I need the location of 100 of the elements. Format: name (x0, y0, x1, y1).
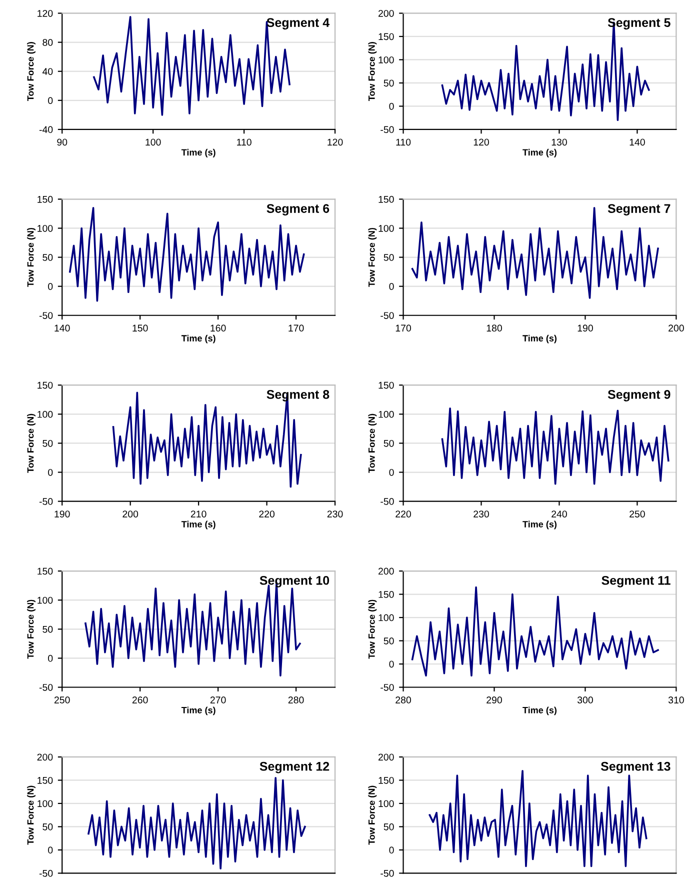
y-tick-label: 50 (384, 440, 394, 447)
x-tick-label: 190 (54, 510, 70, 518)
y-tick-label: 80 (42, 39, 53, 46)
y-axis-title: Tow Force (N) (27, 600, 36, 659)
y-axis-title: Tow Force (N) (368, 42, 377, 101)
y-tick-label: 200 (37, 754, 53, 761)
x-tick-label: 90 (57, 138, 68, 146)
y-tick-label: -50 (39, 870, 53, 877)
x-tick-label: 170 (396, 324, 411, 332)
y-tick-label: 50 (384, 80, 394, 87)
x-tick-label: 120 (328, 138, 343, 146)
x-tick-label: 200 (668, 324, 684, 332)
line-series (411, 586, 659, 677)
y-tick-label: 50 (42, 823, 53, 830)
y-tick-label: 100 (378, 56, 394, 64)
y-tick-label: 0 (48, 846, 53, 854)
y-tick-label: 50 (42, 254, 53, 261)
line-series (88, 776, 306, 870)
x-axis-title: Time (s) (522, 334, 557, 344)
chart-title: Segment 10 (260, 576, 330, 588)
x-tick-label: 140 (630, 138, 645, 146)
x-tick-label: 130 (552, 138, 567, 146)
y-tick-label: 150 (378, 33, 394, 40)
y-tick-label: 200 (378, 10, 394, 17)
x-tick-label: 110 (237, 138, 252, 146)
y-tick-label: 150 (378, 382, 394, 389)
x-tick-label: 140 (54, 324, 70, 332)
x-axis-title: Time (s) (181, 148, 216, 158)
x-tick-label: 260 (132, 696, 148, 704)
y-tick-label: -50 (39, 684, 53, 691)
x-tick-label: 280 (396, 696, 411, 704)
x-tick-label: 120 (474, 138, 489, 146)
x-tick-label: 160 (210, 324, 226, 332)
y-tick-label: -50 (380, 312, 394, 319)
y-tick-label: 200 (378, 568, 394, 575)
x-tick-label: 100 (146, 138, 161, 146)
y-tick-label: -50 (380, 126, 394, 134)
chart-title: Segment 7 (608, 204, 670, 216)
x-tick-label: 200 (122, 510, 138, 518)
chart-title: Segment 13 (600, 762, 670, 774)
y-tick-label: -50 (380, 498, 394, 505)
x-tick-label: 250 (54, 696, 70, 704)
y-tick-label: 150 (378, 196, 394, 203)
x-tick-label: 220 (396, 510, 411, 518)
x-tick-label: 220 (259, 510, 275, 518)
y-tick-label: 0 (48, 468, 53, 476)
chart-title: Segment 6 (266, 204, 330, 216)
y-tick-label: 150 (378, 776, 394, 784)
y-tick-label: 0 (389, 283, 394, 290)
y-tick-label: 50 (384, 254, 394, 261)
x-axis-title: Time (s) (522, 520, 557, 530)
y-tick-label: 40 (42, 68, 53, 75)
y-tick-label: 100 (38, 800, 53, 808)
y-axis-title: Tow Force (N) (368, 786, 377, 845)
x-tick-label: 230 (474, 510, 489, 518)
y-axis-title: Tow Force (N) (27, 786, 36, 845)
x-axis-title: Time (s) (181, 520, 216, 530)
x-tick-label: 230 (327, 510, 343, 518)
line-series (441, 407, 670, 485)
y-axis-title: Tow Force (N) (27, 414, 36, 473)
y-tick-label: 50 (42, 440, 53, 447)
y-axis-title: Tow Force (N) (368, 600, 377, 659)
y-tick-label: 0 (389, 660, 394, 668)
y-tick-label: 0 (48, 654, 53, 662)
x-tick-label: 170 (288, 324, 304, 332)
x-tick-label: 310 (668, 696, 684, 704)
chart-title: Segment 11 (602, 576, 670, 588)
y-tick-label: -50 (380, 684, 394, 691)
x-tick-label: 180 (486, 324, 502, 332)
y-tick-label: 150 (38, 776, 53, 784)
x-tick-label: 290 (486, 696, 502, 704)
y-tick-label: 120 (38, 10, 53, 17)
y-axis-title: Tow Force (N) (368, 414, 377, 473)
y-tick-label: 0 (48, 283, 53, 290)
chart-title: Segment 9 (608, 390, 670, 402)
x-axis-title: Time (s) (522, 706, 557, 716)
x-tick-label: 190 (578, 324, 593, 332)
y-tick-label: 0 (48, 97, 53, 104)
x-tick-label: 240 (552, 510, 567, 518)
x-tick-label: 270 (210, 696, 226, 704)
y-tick-label: 150 (378, 591, 394, 598)
y-tick-label: -50 (39, 312, 53, 319)
y-tick-label: 100 (38, 224, 53, 232)
x-tick-label: 150 (132, 324, 148, 332)
y-tick-label: -40 (39, 126, 53, 134)
y-tick-label: 0 (389, 468, 394, 476)
y-tick-label: 100 (378, 800, 394, 808)
chart-title: Segment 12 (260, 762, 330, 774)
y-tick-label: 150 (38, 196, 53, 203)
x-axis-title: Time (s) (181, 334, 216, 344)
x-tick-label: 300 (577, 696, 593, 704)
y-tick-label: 50 (384, 637, 394, 644)
y-axis-title: Tow Force (N) (27, 42, 36, 101)
y-tick-label: 50 (384, 823, 394, 830)
y-tick-label: 100 (38, 596, 53, 604)
y-axis-title: Tow Force (N) (27, 228, 36, 287)
y-tick-label: 150 (38, 568, 53, 575)
y-tick-label: 100 (378, 410, 394, 418)
x-tick-label: 210 (190, 510, 206, 518)
x-tick-label: 280 (288, 696, 304, 704)
